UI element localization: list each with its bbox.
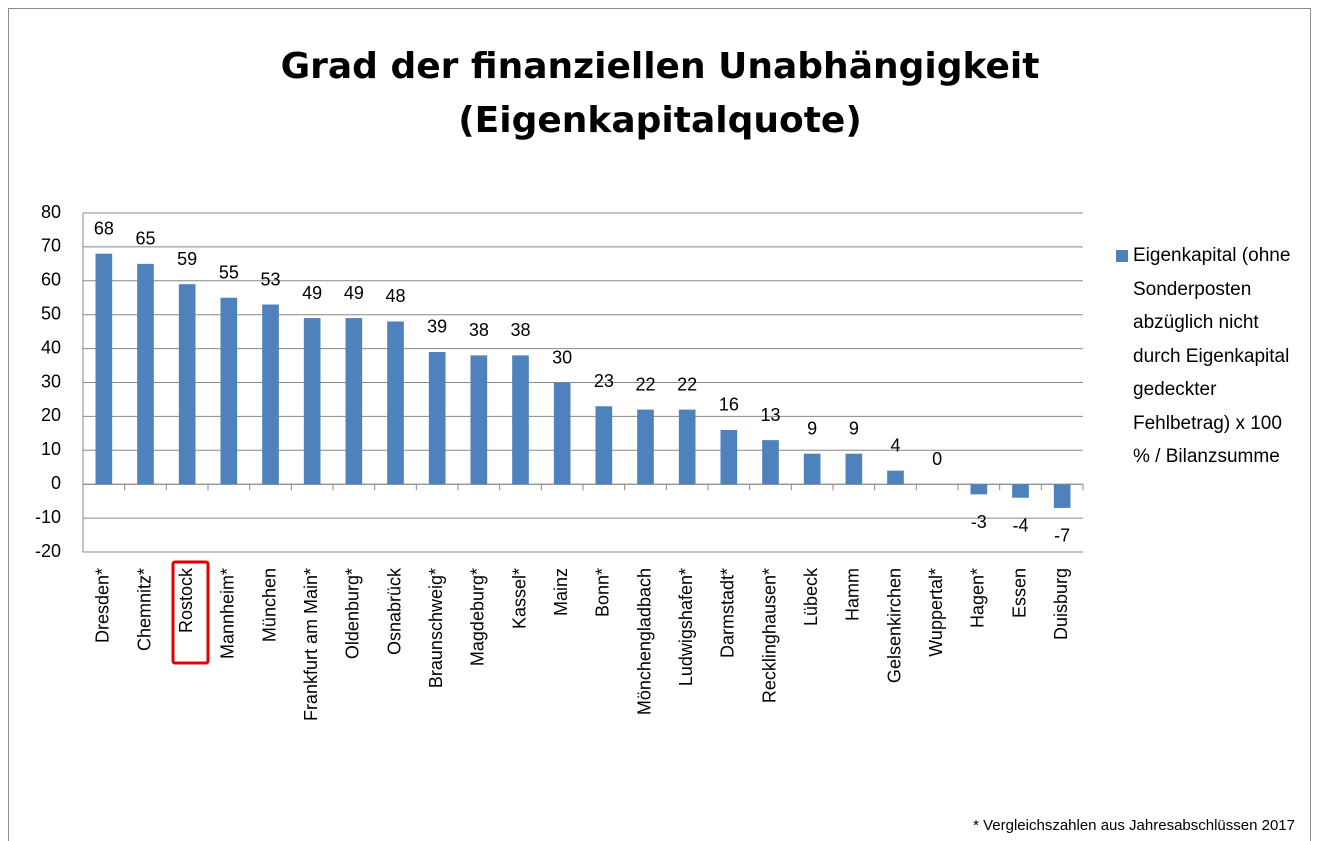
data-label: 59 [177,249,197,269]
x-tick-label: Magdeburg* [468,568,488,666]
data-label: 23 [594,371,614,391]
x-tick-label: Braunschweig* [426,568,446,688]
data-label: 68 [94,218,114,238]
bar [262,304,279,485]
y-tick-label: 60 [41,270,61,290]
data-label: 4 [890,435,900,455]
bar [803,453,821,485]
data-label: 38 [469,320,489,340]
data-label: 30 [552,347,572,367]
data-label: 49 [344,283,364,303]
data-label: 38 [510,320,530,340]
data-label: 0 [932,449,942,469]
bar [595,406,613,485]
y-tick-label: 50 [41,303,61,323]
x-tick-label: Hamm [843,568,863,621]
x-tick-label: München [259,568,279,642]
x-tick-label: Ludwigshafen* [676,568,696,686]
bar [470,355,488,485]
x-tick-label: Mönchengladbach [634,568,654,715]
x-tick-label: Gelsenkirchen [884,568,904,683]
data-label: -4 [1012,516,1028,536]
y-tick-label: 0 [51,473,61,493]
chart-title: Grad der finanziellen Unabhängigkeit (Ei… [280,46,1040,141]
y-tick-label: 80 [41,202,61,222]
data-label: 13 [760,405,780,425]
data-label: 22 [635,374,655,394]
bar [762,440,779,485]
x-tick-label: Oldenburg* [343,568,363,659]
x-tick-label: Kassel* [509,568,529,629]
bar [1012,484,1029,498]
data-label: 9 [849,418,859,438]
bar [387,321,404,485]
x-tick-label: Bonn* [593,568,613,617]
y-tick-label: -10 [35,507,61,527]
x-tick-label: Rostock [176,567,196,633]
bar [720,429,738,485]
x-tick-label: Hagen* [968,568,988,628]
bar [970,484,988,495]
data-label: 39 [427,317,447,337]
bar [637,409,654,485]
x-tick-label: Essen [1009,568,1029,618]
data-label: -7 [1054,526,1070,546]
x-tick-label: Darmstadt* [718,568,738,658]
data-label: 49 [302,283,322,303]
bar [220,297,238,485]
bar [345,318,363,485]
y-tick-label: 20 [41,405,61,425]
bar [1053,484,1071,508]
bar [845,453,863,485]
data-label: 48 [385,286,405,306]
x-tick-label: Mannheim* [218,568,238,659]
data-label: 16 [719,395,739,415]
bar [428,351,446,485]
x-tick-label: Mainz [551,568,571,616]
x-tick-label: Lübeck [801,567,821,626]
x-tick-label: Recklinghausen* [759,568,779,703]
y-tick-label: -20 [35,541,61,561]
x-tick-label: Dresden* [93,568,113,643]
bar [95,253,113,485]
legend-key [1116,250,1128,262]
footnote: * Vergleichszahlen aus Jahresabschlüssen… [973,817,1295,834]
data-label: 55 [219,263,239,283]
bar [512,355,529,485]
bar [303,318,321,485]
x-tick-label: Chemnitz* [134,568,154,651]
highlight-box [171,560,210,665]
y-tick-label: 70 [41,236,61,256]
x-tick-label: Osnabrück [384,567,404,655]
bar [553,382,571,485]
y-tick-label: 10 [41,439,61,459]
x-tick-label: Frankfurt am Main* [301,568,321,721]
data-label: 9 [807,418,817,438]
chart-frame [8,8,1311,841]
x-tick-label: Duisburg [1051,568,1071,640]
bar [137,263,154,485]
bar [178,284,196,485]
bar [887,470,904,485]
data-label: 22 [677,374,697,394]
x-tick-label: Wuppertal* [926,568,946,657]
bar [678,409,696,485]
data-label: 53 [260,269,280,289]
data-label: -3 [971,512,987,532]
y-tick-label: 40 [41,337,61,357]
y-tick-label: 30 [41,371,61,391]
data-label: 65 [135,229,155,249]
legend-label: Eigenkapital (ohne Sonderposten abzüglic… [1133,245,1291,467]
